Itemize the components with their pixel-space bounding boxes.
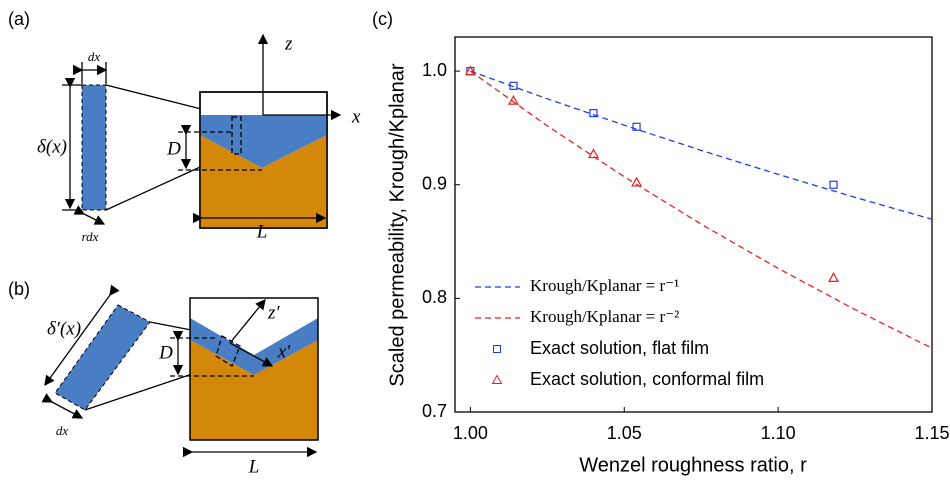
label: D <box>166 138 181 159</box>
dim-arrow <box>41 393 84 419</box>
label: z′ <box>267 302 280 323</box>
plot-frame <box>454 36 933 413</box>
panel-a: (a) dx δ(x) rdx z x D L <box>8 9 361 244</box>
legend-marker <box>491 374 503 384</box>
x-tick-label: 1.10 <box>761 423 796 443</box>
legend-marker <box>493 345 501 353</box>
series-line <box>470 70 933 220</box>
substrate <box>200 135 327 228</box>
strip <box>81 84 107 211</box>
label: L <box>256 221 268 242</box>
marker-triangle <box>827 272 840 283</box>
legend-label: Exact solution, flat film <box>530 338 709 358</box>
marker-triangle <box>507 94 519 105</box>
strip-outline <box>231 116 242 155</box>
label: dx <box>56 423 69 438</box>
label: D <box>158 342 173 363</box>
label: x′ <box>277 341 291 362</box>
x-tick-label: 1.05 <box>607 423 642 443</box>
label: L <box>248 456 260 477</box>
label: z <box>284 33 293 54</box>
legend-label: Krough/Kplanar = r⁻² <box>530 307 679 326</box>
substrate <box>190 340 318 440</box>
y-tick-label: 1.0 <box>422 60 447 80</box>
marker-square <box>829 180 838 189</box>
y-tick-label: 0.8 <box>422 287 447 307</box>
label: δ′(x) <box>47 318 81 339</box>
film <box>190 318 318 375</box>
dim-arrow <box>44 284 120 387</box>
panel-c: (c) Wenzel roughness ratio, r Scaled per… <box>372 9 950 477</box>
panel-b: (b) δ′(x) dx z′ x′ D L <box>8 279 319 477</box>
dim-arrow <box>73 205 106 225</box>
label: rdx <box>82 229 99 244</box>
z-arrow <box>229 298 266 344</box>
marker-square <box>509 81 518 90</box>
y-tick-label: 0.7 <box>422 401 447 421</box>
series-line <box>470 70 933 349</box>
y-tick-label: 0.9 <box>422 173 447 193</box>
x-axis-label: Wenzel roughness ratio, r <box>579 454 807 476</box>
label: δ(x) <box>37 136 67 157</box>
marker-square <box>589 109 598 118</box>
panel-label: (a) <box>8 9 30 29</box>
x-arrow <box>229 342 274 367</box>
label: dx <box>88 49 101 64</box>
x-tick-label: 1.00 <box>453 423 488 443</box>
strip-outline <box>215 335 241 367</box>
legend-label: Exact solution, conformal film <box>530 369 764 389</box>
marker-square <box>632 122 641 131</box>
panel-label: (c) <box>372 9 393 29</box>
marker-triangle <box>631 176 643 187</box>
x-tick-label: 1.15 <box>914 423 949 443</box>
label: x <box>351 106 361 127</box>
marker-triangle <box>464 65 476 76</box>
y-axis-label: Scaled permeability, Krough/Kplanar <box>386 63 408 386</box>
legend-label: Krough/Kplanar = r⁻¹ <box>530 276 679 295</box>
box-frame <box>189 297 319 441</box>
marker-triangle <box>587 148 600 159</box>
panel-label: (b) <box>8 279 30 299</box>
